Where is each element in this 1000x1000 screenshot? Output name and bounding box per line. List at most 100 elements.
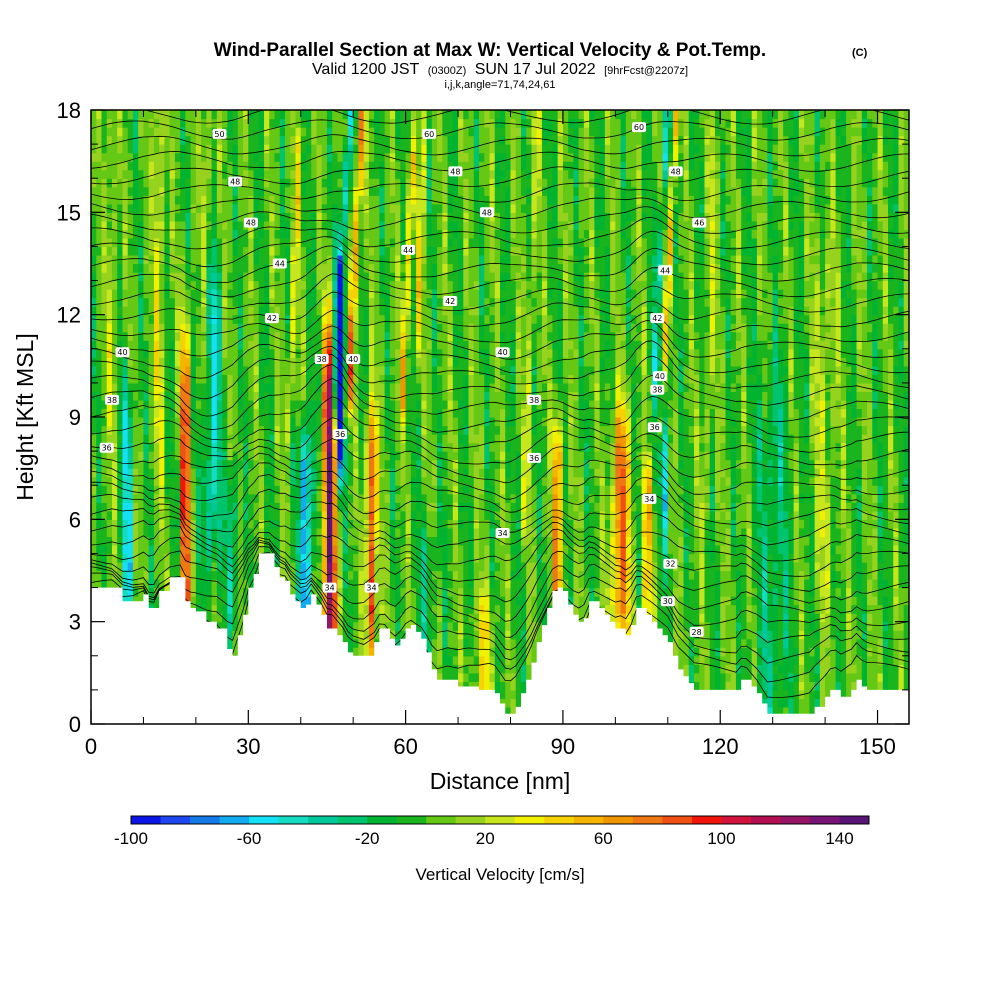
vv-cell — [442, 135, 449, 145]
vv-cell — [389, 110, 396, 120]
vv-cell — [431, 417, 438, 427]
vv-cell — [122, 246, 129, 256]
vv-cell — [243, 451, 249, 461]
vv-cell — [195, 527, 202, 537]
vv-cell — [243, 348, 249, 358]
vv-cell — [190, 408, 197, 418]
vv-cell — [117, 527, 124, 537]
vv-cell — [437, 391, 443, 401]
vv-cell — [279, 348, 286, 358]
vv-cell — [258, 152, 265, 162]
vv-cell — [148, 203, 155, 213]
vv-cell — [190, 527, 197, 537]
vv-cell — [437, 357, 443, 367]
vv-cell — [91, 519, 97, 529]
vv-cell — [253, 365, 260, 375]
vv-cell — [285, 195, 291, 205]
vv-cell — [201, 314, 207, 324]
vv-cell — [243, 203, 249, 213]
vv-cell — [368, 459, 375, 469]
vv-cell — [201, 502, 207, 512]
vv-cell — [174, 510, 181, 520]
vv-cell — [164, 135, 171, 145]
vv-cell — [311, 570, 318, 580]
vv-cell — [442, 468, 449, 478]
vv-cell — [353, 289, 360, 299]
vv-cell — [185, 425, 192, 435]
vv-cell — [148, 468, 155, 478]
vv-cell — [326, 323, 333, 333]
vv-cell — [295, 502, 302, 512]
vv-cell — [195, 561, 202, 572]
vv-cell — [243, 118, 249, 128]
vv-cell — [148, 186, 155, 196]
vv-cell — [379, 587, 386, 597]
vv-cell — [384, 621, 391, 631]
vv-cell — [410, 263, 417, 273]
vv-cell — [243, 502, 249, 512]
vv-cell — [421, 374, 428, 384]
vv-cell — [416, 237, 422, 248]
vv-cell — [180, 476, 186, 486]
vv-cell — [169, 169, 176, 179]
vv-cell — [379, 485, 386, 495]
vv-cell — [442, 604, 449, 614]
vv-cell — [447, 417, 454, 427]
vv-cell — [285, 570, 291, 580]
vv-cell — [174, 220, 181, 230]
vv-cell — [227, 365, 234, 375]
vv-cell — [195, 536, 202, 546]
vv-cell — [426, 195, 433, 205]
vv-cell — [211, 553, 218, 563]
vv-cell — [379, 272, 386, 282]
vv-cell — [206, 348, 213, 358]
vv-cell — [180, 195, 186, 205]
vv-cell — [143, 195, 150, 205]
vv-cell — [300, 510, 307, 520]
vv-cell — [442, 331, 449, 341]
vv-cell — [180, 570, 186, 580]
vv-cell — [405, 220, 412, 230]
vv-cell — [269, 417, 276, 427]
vv-cell — [279, 399, 286, 410]
vv-cell — [96, 365, 103, 375]
vv-cell — [96, 476, 103, 486]
vv-cell — [195, 152, 202, 162]
vv-cell — [389, 408, 396, 418]
vv-cell — [311, 272, 318, 282]
vv-cell — [253, 118, 260, 128]
vv-cell — [117, 306, 124, 316]
vv-cell — [379, 468, 386, 478]
vv-cell — [159, 229, 166, 239]
vv-cell — [395, 220, 401, 230]
vv-cell — [127, 425, 134, 435]
vv-cell — [279, 459, 286, 469]
vv-cell — [437, 246, 443, 256]
vv-cell — [159, 161, 166, 171]
vv-cell — [316, 536, 323, 546]
vv-cell — [421, 178, 428, 188]
vv-cell — [148, 485, 155, 495]
vv-cell — [232, 246, 239, 256]
vv-cell — [96, 536, 103, 546]
vv-cell — [326, 237, 333, 248]
vv-cell — [353, 169, 360, 179]
vv-cell — [389, 331, 396, 341]
vv-cell — [117, 263, 124, 273]
vv-cell — [321, 297, 328, 307]
vv-cell — [222, 297, 228, 307]
vv-cell — [201, 459, 207, 469]
vv-cell — [400, 229, 407, 239]
vv-cell — [363, 144, 370, 154]
vv-cell — [222, 459, 228, 469]
vv-cell — [211, 314, 218, 324]
vv-cell — [321, 493, 328, 503]
vv-cell — [410, 391, 417, 401]
vv-cell — [285, 536, 291, 546]
vv-cell — [243, 587, 249, 597]
vv-cell — [447, 459, 454, 469]
vv-cell — [405, 536, 412, 546]
vv-cell — [447, 442, 454, 452]
vv-cell — [379, 544, 386, 555]
vv-cell — [337, 527, 344, 537]
